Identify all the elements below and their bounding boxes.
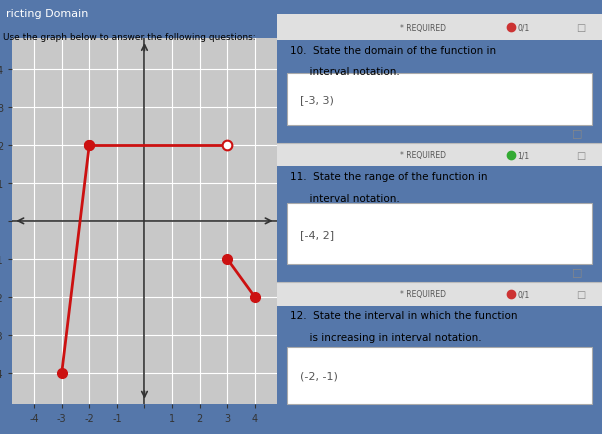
Text: □: □ [572, 267, 583, 277]
Text: * REQUIRED: * REQUIRED [400, 289, 447, 299]
Text: 11.  State the range of the function in: 11. State the range of the function in [290, 171, 488, 181]
Text: (-2, -1): (-2, -1) [300, 371, 338, 380]
Text: 1/1: 1/1 [518, 151, 530, 160]
Text: interval notation.: interval notation. [290, 193, 400, 203]
FancyBboxPatch shape [287, 74, 592, 126]
Text: interval notation.: interval notation. [290, 67, 400, 77]
Text: □: □ [572, 128, 583, 138]
Text: Use the graph below to answer the following questions:: Use the graph below to answer the follow… [3, 33, 256, 42]
Text: 0/1: 0/1 [518, 24, 530, 33]
Text: 12.  State the interval in which the function: 12. State the interval in which the func… [290, 310, 518, 320]
Text: [-4, 2]: [-4, 2] [300, 230, 334, 239]
Text: ricting Domain: ricting Domain [6, 9, 88, 19]
FancyBboxPatch shape [277, 15, 602, 41]
Text: 10.  State the domain of the function in: 10. State the domain of the function in [290, 46, 496, 56]
FancyBboxPatch shape [287, 204, 592, 265]
Text: □: □ [576, 150, 585, 160]
Text: * REQUIRED: * REQUIRED [400, 151, 447, 160]
FancyBboxPatch shape [287, 347, 592, 404]
Text: * REQUIRED: * REQUIRED [400, 24, 447, 33]
FancyBboxPatch shape [277, 143, 602, 167]
Text: is increasing in interval notation.: is increasing in interval notation. [290, 332, 482, 342]
Text: 0/1: 0/1 [518, 289, 530, 299]
FancyBboxPatch shape [277, 282, 602, 306]
Text: □: □ [576, 23, 585, 33]
Text: □: □ [576, 289, 585, 299]
Text: [-3, 3): [-3, 3) [300, 95, 334, 105]
